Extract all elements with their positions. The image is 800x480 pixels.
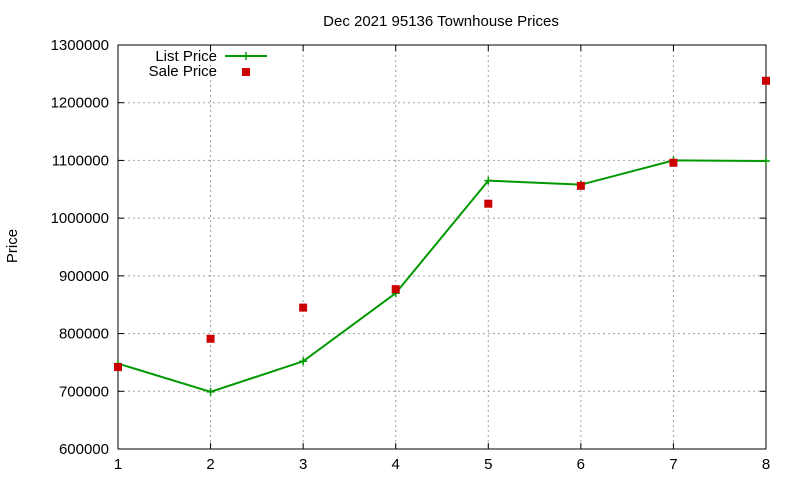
x-tick-label: 4 xyxy=(392,456,400,473)
y-tick-label: 1100000 xyxy=(52,152,109,169)
list-price-point xyxy=(484,176,493,185)
y-tick-label: 1200000 xyxy=(51,95,109,112)
x-tick-label: 7 xyxy=(669,456,677,473)
y-tick-label: 600000 xyxy=(59,441,109,458)
axis-ticks: 6000007000008000009000001000000110000012… xyxy=(51,37,771,473)
x-tick-label: 2 xyxy=(206,456,214,473)
sale-price-point xyxy=(206,334,215,343)
chart-title: Dec 2021 95136 Townhouse Prices xyxy=(323,13,559,30)
sale-price-point xyxy=(391,285,400,294)
x-tick-label: 3 xyxy=(299,456,307,473)
sale-price-point xyxy=(762,76,770,85)
sale-price-point xyxy=(484,199,493,208)
sale-price-point xyxy=(669,158,678,167)
list-price-point xyxy=(299,357,308,366)
data-series xyxy=(114,76,770,396)
y-axis-label: Price xyxy=(4,229,21,263)
y-tick-label: 900000 xyxy=(59,268,109,285)
list-price-line xyxy=(117,159,767,393)
grid xyxy=(118,45,766,449)
y-tick-label: 1000000 xyxy=(51,210,109,227)
x-tick-label: 6 xyxy=(577,456,585,473)
sale-price-point xyxy=(576,181,585,190)
list-price-point xyxy=(762,157,770,166)
sale-price-point xyxy=(299,303,308,312)
y-tick-label: 1300000 xyxy=(51,37,109,54)
legend-sale-price-swatch xyxy=(242,68,250,76)
x-tick-label: 1 xyxy=(114,456,122,473)
sale-price-point xyxy=(114,363,122,372)
plot-frame xyxy=(117,44,767,450)
x-tick-label: 5 xyxy=(484,456,492,473)
legend-list-price-marker xyxy=(242,52,250,60)
x-tick-label: 8 xyxy=(762,456,770,473)
y-tick-label: 800000 xyxy=(59,326,109,343)
y-tick-label: 700000 xyxy=(59,383,109,400)
legend-sale-price-label: Sale Price xyxy=(149,63,217,80)
legend-list-price-label: List Price xyxy=(155,48,217,65)
list-price-point xyxy=(206,387,215,396)
